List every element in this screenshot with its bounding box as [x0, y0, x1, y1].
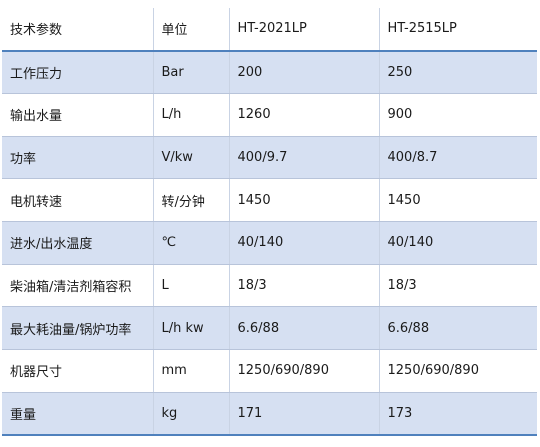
row-value-model-a: 40/140 — [229, 221, 380, 265]
row-parameter: 功率 — [2, 136, 154, 180]
row-value-model-b: 1250/690/890 — [379, 349, 537, 393]
row-value-model-b: 400/8.7 — [379, 136, 537, 180]
table-header-row: 技术参数 单位 HT-2021LP HT-2515LP — [2, 8, 537, 52]
row-parameter: 工作压力 — [2, 50, 154, 94]
table-row: 机器尺寸 mm 1250/690/890 1250/690/890 — [2, 349, 537, 393]
row-value-model-b: 250 — [379, 50, 537, 94]
row-parameter: 机器尺寸 — [2, 349, 154, 393]
row-unit: ℃ — [153, 221, 230, 265]
row-value-model-b: 18/3 — [379, 264, 537, 308]
row-value-model-b: 1450 — [379, 178, 537, 222]
table-row: 重量 kg 171 173 — [2, 392, 537, 436]
row-unit: L — [153, 264, 230, 308]
table-row: 最大耗油量/锅炉功率 L/h kw 6.6/88 6.6/88 — [2, 306, 537, 350]
spec-table: 技术参数 单位 HT-2021LP HT-2515LP 工作压力 Bar 200… — [2, 8, 537, 436]
row-value-model-b: 40/140 — [379, 221, 537, 265]
table-row: 进水/出水温度 ℃ 40/140 40/140 — [2, 221, 537, 265]
row-parameter: 最大耗油量/锅炉功率 — [2, 306, 154, 350]
row-value-model-a: 6.6/88 — [229, 306, 380, 350]
row-unit: kg — [153, 392, 230, 436]
row-value-model-a: 400/9.7 — [229, 136, 380, 180]
header-cell-unit: 单位 — [153, 8, 230, 52]
row-unit: 转/分钟 — [153, 178, 230, 222]
row-parameter: 电机转速 — [2, 178, 154, 222]
table-row: 柴油箱/清洁剂箱容积 L 18/3 18/3 — [2, 264, 537, 308]
header-cell-model-a: HT-2021LP — [229, 8, 380, 52]
row-value-model-b: 173 — [379, 392, 537, 436]
row-value-model-b: 900 — [379, 93, 537, 137]
row-value-model-a: 18/3 — [229, 264, 380, 308]
row-parameter: 重量 — [2, 392, 154, 436]
row-parameter: 输出水量 — [2, 93, 154, 137]
row-unit: L/h — [153, 93, 230, 137]
table-row: 输出水量 L/h 1260 900 — [2, 93, 537, 137]
table-row: 工作压力 Bar 200 250 — [2, 50, 537, 94]
row-unit: mm — [153, 349, 230, 393]
row-value-model-a: 1260 — [229, 93, 380, 137]
table-row: 功率 V/kw 400/9.7 400/8.7 — [2, 136, 537, 180]
row-value-model-a: 200 — [229, 50, 380, 94]
row-unit: V/kw — [153, 136, 230, 180]
header-cell-model-b: HT-2515LP — [379, 8, 537, 52]
row-unit: L/h kw — [153, 306, 230, 350]
row-parameter: 柴油箱/清洁剂箱容积 — [2, 264, 154, 308]
table-row: 电机转速 转/分钟 1450 1450 — [2, 178, 537, 222]
row-parameter: 进水/出水温度 — [2, 221, 154, 265]
row-value-model-b: 6.6/88 — [379, 306, 537, 350]
header-cell-parameter: 技术参数 — [2, 8, 154, 52]
row-value-model-a: 171 — [229, 392, 380, 436]
row-unit: Bar — [153, 50, 230, 94]
row-value-model-a: 1250/690/890 — [229, 349, 380, 393]
row-value-model-a: 1450 — [229, 178, 380, 222]
